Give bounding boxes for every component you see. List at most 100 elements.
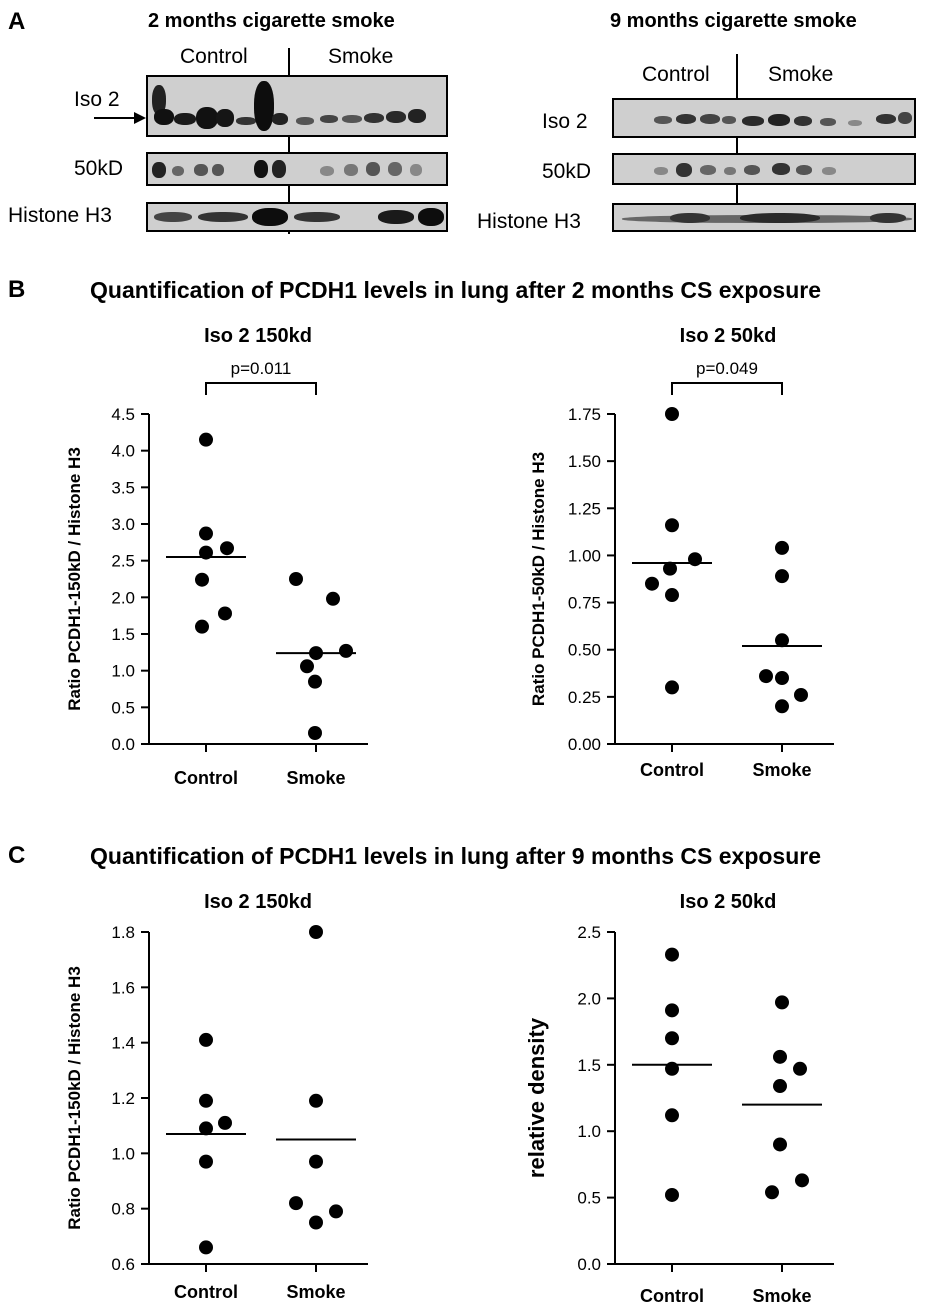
- y-tick-label: 1.00: [568, 546, 601, 565]
- panel-b-title: Quantification of PCDH1 levels in lung a…: [90, 277, 821, 304]
- data-point: [665, 518, 679, 532]
- data-point: [775, 569, 789, 583]
- blot-2m-histone-strip: [146, 202, 448, 232]
- data-point: [195, 573, 209, 587]
- data-point: [199, 1033, 213, 1047]
- y-tick-label: 1.0: [111, 662, 135, 681]
- y-tick-label: 2.5: [111, 552, 135, 571]
- y-tick-label: 0.00: [568, 735, 601, 754]
- y-axis-label: Ratio PCDH1-50kD / Histone H3: [529, 452, 548, 706]
- data-point: [765, 1185, 779, 1199]
- data-point: [665, 680, 679, 694]
- y-tick-label: 3.5: [111, 478, 135, 497]
- data-point: [199, 1240, 213, 1254]
- data-point: [289, 572, 303, 586]
- blot-9m-smoke-label: Smoke: [768, 63, 833, 87]
- data-point: [665, 407, 679, 421]
- chart-b-150kd: Iso 2 150kd0.00.51.01.52.02.53.03.54.04.…: [0, 310, 468, 800]
- y-tick-label: 1.6: [111, 978, 135, 997]
- data-point: [218, 1116, 232, 1130]
- data-point: [773, 1050, 787, 1064]
- y-tick-label: 0.5: [577, 1189, 601, 1208]
- category-label: Smoke: [752, 760, 811, 780]
- data-point: [775, 995, 789, 1009]
- data-point: [309, 925, 323, 939]
- data-point: [199, 527, 213, 541]
- chart-title: Iso 2 150kd: [204, 325, 312, 347]
- data-point: [220, 541, 234, 555]
- category-label: Control: [640, 760, 704, 780]
- data-point: [794, 688, 808, 702]
- category-label: Smoke: [752, 1286, 811, 1306]
- blot-2m-row-50kd: 50kD: [74, 157, 123, 181]
- data-point: [199, 1155, 213, 1169]
- data-point: [195, 620, 209, 634]
- panel-c-letter: C: [8, 842, 25, 870]
- blot-9m-control-label: Control: [642, 63, 710, 87]
- blot-2m-control-label: Control: [180, 45, 248, 69]
- panel-c-title: Quantification of PCDH1 levels in lung a…: [90, 843, 821, 870]
- data-point: [795, 1173, 809, 1187]
- chart-title: Iso 2 50kd: [680, 891, 777, 913]
- data-point: [688, 552, 702, 566]
- data-point: [309, 1216, 323, 1230]
- y-tick-label: 3.0: [111, 515, 135, 534]
- y-tick-label: 4.0: [111, 442, 135, 461]
- data-point: [309, 1155, 323, 1169]
- data-point: [773, 1137, 787, 1151]
- data-point: [289, 1196, 303, 1210]
- y-tick-label: 1.75: [568, 405, 601, 424]
- panel-a-letter: A: [8, 8, 25, 36]
- data-point: [645, 577, 659, 591]
- p-value-label: p=0.011: [231, 359, 292, 378]
- blot-2m-title: 2 months cigarette smoke: [148, 10, 395, 33]
- data-point: [775, 671, 789, 685]
- blot-2m-iso2-strip: [146, 75, 448, 137]
- chart-c-50kd: Iso 2 50kd 0.0 0.5 1.0 1.5 2.0 2.5 relative den…: [468, 880, 937, 1307]
- blot-9m-title: 9 months cigarette smoke: [610, 10, 857, 33]
- data-point: [793, 1062, 807, 1076]
- y-tick-label: 1.5: [577, 1056, 601, 1075]
- blot-9m-iso2-strip: [612, 98, 916, 138]
- p-value-label: p=0.049: [696, 359, 758, 378]
- y-axis-label: Ratio PCDH1-150kD / Histone H3: [65, 447, 84, 711]
- data-point: [665, 1003, 679, 1017]
- blot-9m-row-histone: Histone H3: [477, 210, 581, 234]
- blot-2m-50kd-strip: [146, 152, 448, 186]
- data-point: [329, 1204, 343, 1218]
- chart-title: Iso 2 50kd: [680, 325, 777, 347]
- data-point: [326, 592, 340, 606]
- y-tick-label: 0.75: [568, 594, 601, 613]
- y-axis-label: relative density: [524, 1017, 549, 1178]
- data-point: [199, 1094, 213, 1108]
- blot-9m-row-iso2: Iso 2: [542, 110, 588, 134]
- y-tick-label: 0.8: [111, 1200, 135, 1219]
- y-tick-label: 1.2: [111, 1089, 135, 1108]
- y-tick-label: 0.6: [111, 1255, 135, 1274]
- y-tick-label: 0.5: [111, 698, 135, 717]
- significance-bracket: [672, 383, 782, 395]
- panel-b-letter: B: [8, 276, 25, 304]
- y-tick-label: 0.0: [577, 1255, 601, 1274]
- data-point: [665, 1188, 679, 1202]
- category-label: Smoke: [286, 768, 345, 788]
- blot-9m-histone-strip: [612, 203, 916, 232]
- y-tick-label: 1.0: [111, 1144, 135, 1163]
- y-tick-label: 2.0: [577, 989, 601, 1008]
- arrow-icon: [94, 110, 146, 126]
- category-label: Smoke: [286, 1282, 345, 1302]
- data-point: [218, 606, 232, 620]
- significance-bracket: [206, 383, 316, 395]
- data-point: [300, 659, 314, 673]
- y-tick-label: 1.25: [568, 499, 601, 518]
- blot-9m-row-50kd: 50kD: [542, 160, 591, 184]
- data-point: [665, 588, 679, 602]
- data-point: [309, 1094, 323, 1108]
- category-label: Control: [174, 1282, 238, 1302]
- y-tick-label: 2.5: [577, 923, 601, 942]
- data-point: [199, 433, 213, 447]
- data-point: [773, 1079, 787, 1093]
- data-point: [665, 948, 679, 962]
- data-point: [308, 675, 322, 689]
- y-tick-label: 4.5: [111, 405, 135, 424]
